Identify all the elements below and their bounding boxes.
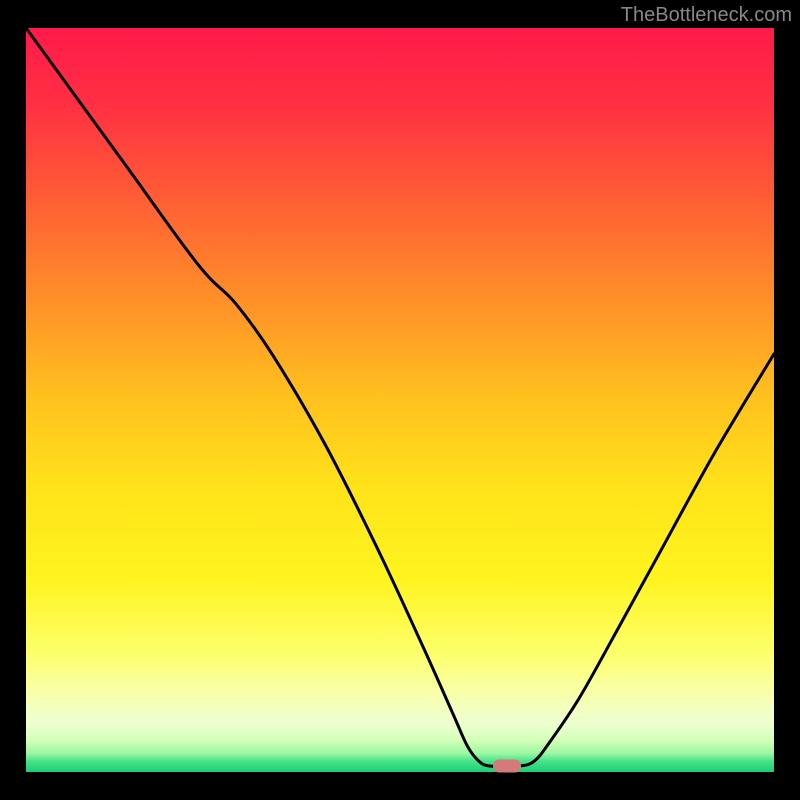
watermark-text: TheBottleneck.com — [621, 4, 792, 27]
plot-area — [26, 28, 774, 772]
minimum-marker — [493, 760, 521, 773]
bottleneck-curve — [26, 28, 774, 772]
